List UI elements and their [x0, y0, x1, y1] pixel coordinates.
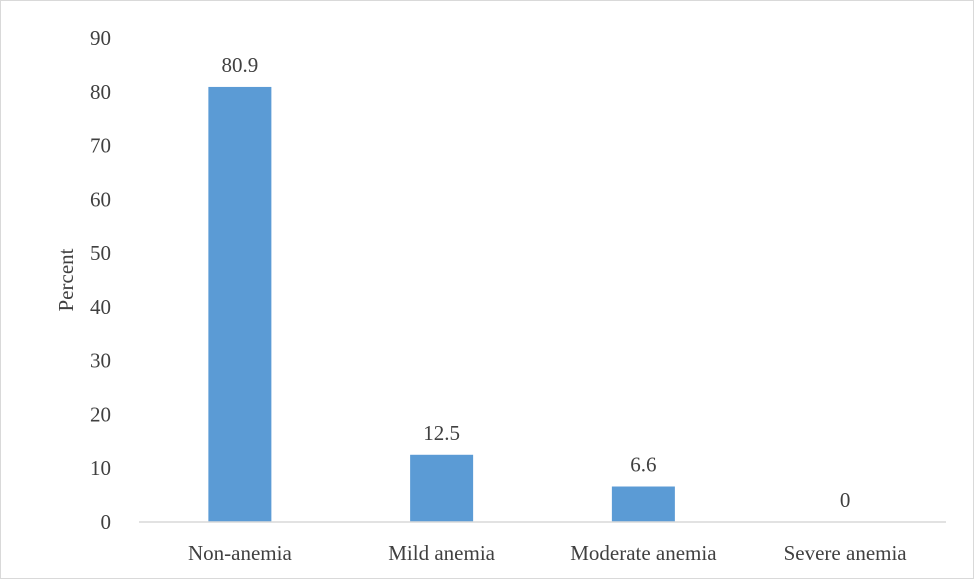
- y-tick-label: 30: [90, 349, 111, 373]
- y-tick-label: 60: [90, 187, 111, 211]
- bar: [208, 86, 272, 522]
- data-label: 12.5: [423, 421, 460, 445]
- data-label: 6.6: [630, 453, 656, 477]
- y-tick-label: 10: [90, 456, 111, 480]
- y-tick-label: 0: [101, 510, 112, 534]
- y-tick-label: 80: [90, 80, 111, 104]
- y-tick-label: 90: [90, 26, 111, 50]
- y-tick-label: 70: [90, 134, 111, 158]
- y-tick-label: 40: [90, 295, 111, 319]
- y-axis-ticks: 0 10 20 30 40 50 60 70 80 90: [90, 26, 111, 534]
- bar: [611, 486, 675, 522]
- data-label: 80.9: [222, 53, 259, 77]
- category-label: Moderate anemia: [570, 541, 717, 565]
- category-label: Non-anemia: [188, 541, 292, 565]
- bar: [410, 454, 474, 522]
- category-label: Severe anemia: [784, 541, 908, 565]
- category-label: Mild anemia: [388, 541, 495, 565]
- y-tick-label: 50: [90, 241, 111, 265]
- y-axis-title: Percent: [54, 248, 78, 311]
- bars: [208, 86, 675, 522]
- x-axis-categories: Non-anemia Mild anemia Moderate anemia Seve…: [188, 541, 907, 565]
- y-tick-label: 20: [90, 402, 111, 426]
- data-label: 0: [840, 488, 851, 512]
- data-labels: 80.9 12.5 6.6 0: [222, 53, 851, 512]
